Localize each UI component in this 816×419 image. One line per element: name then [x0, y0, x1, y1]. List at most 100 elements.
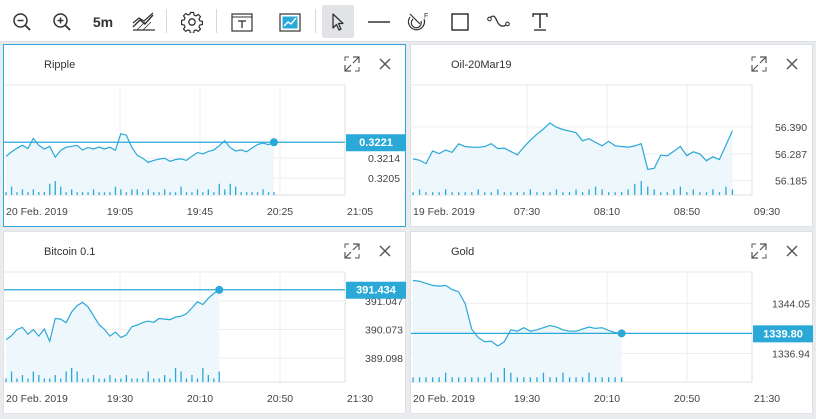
zoom-out-icon[interactable] — [8, 5, 36, 38]
volume-bar — [510, 192, 512, 195]
x-tick-label: 20 Feb. 2019 — [413, 393, 475, 405]
volume-bar — [503, 368, 505, 382]
close-icon[interactable] — [782, 54, 802, 74]
volume-bar — [27, 192, 29, 195]
volume-bar — [549, 377, 551, 382]
volume-bar — [16, 378, 18, 382]
y-tick-label: 0.3214 — [368, 153, 400, 165]
panel-title: Gold — [451, 246, 475, 258]
volume-bar — [425, 377, 427, 382]
volume-bar — [43, 192, 45, 195]
volume-bar — [256, 192, 259, 195]
chart-panel-ripple[interactable]: Ripple 0.3214 0.3205 20 Feb. 2019 19:05 19:4… — [3, 44, 406, 227]
x-tick-label: 08:50 — [674, 206, 700, 218]
volume-bar — [131, 378, 133, 382]
volume-bar — [471, 377, 473, 382]
volume-bar — [608, 192, 610, 195]
chart-image-icon[interactable] — [275, 5, 305, 38]
volume-bar — [235, 186, 237, 195]
close-icon[interactable] — [782, 241, 802, 261]
volume-bar — [180, 186, 182, 195]
volume-bar — [147, 371, 149, 382]
last-price-dot — [269, 138, 278, 147]
chart-panel-oil[interactable]: Oil-20Mar19 56.390 56.287 56.185 19 Feb. 20… — [410, 44, 813, 227]
expand-icon[interactable] — [342, 241, 362, 261]
volume-bar — [164, 189, 166, 195]
close-icon[interactable] — [375, 241, 395, 261]
volume-bar — [71, 368, 73, 382]
price-chart-oil[interactable]: 56.390 56.287 56.185 19 Feb. 2019 07:30 08:10… — [411, 45, 814, 228]
cursor-pointer-icon[interactable] — [322, 5, 354, 38]
volume-bar — [634, 183, 636, 195]
text-frame-icon[interactable] — [227, 5, 257, 38]
y-tick-label: 1344.05 — [772, 298, 810, 310]
volume-bar — [125, 192, 127, 195]
volume-bar — [71, 189, 73, 195]
volume-bar — [458, 192, 460, 195]
volume-bar — [251, 192, 253, 195]
chart-panel-bitcoin[interactable]: Bitcoin 0.1 391.047 390.073 389.098 20 Feb.… — [3, 231, 406, 414]
expand-icon[interactable] — [749, 241, 769, 261]
volume-bar — [32, 371, 34, 382]
volume-bar — [536, 377, 538, 382]
x-tick-label: 19:30 — [514, 393, 540, 405]
price-chart-gold[interactable]: 1344.05 1336.94 20 Feb. 2019 19:30 20:10 20:5… — [411, 232, 814, 415]
x-tick-label: 20:10 — [594, 393, 620, 405]
zoom-in-icon[interactable] — [48, 5, 76, 38]
volume-bar — [712, 189, 714, 195]
volume-bar — [438, 192, 440, 195]
volume-bar — [10, 186, 13, 195]
y-tick-label: 1336.94 — [772, 349, 810, 361]
volume-bar — [418, 189, 421, 195]
volume-bar — [516, 192, 518, 195]
rectangle-icon[interactable] — [446, 5, 474, 38]
y-tick-label: 391.047 — [365, 296, 403, 308]
fibonacci-icon[interactable]: F — [404, 5, 434, 38]
volume-bar — [267, 192, 270, 195]
chart-type-icon[interactable] — [128, 5, 160, 38]
volume-bar — [477, 377, 479, 382]
volume-bar — [529, 377, 531, 382]
volume-bar — [174, 192, 177, 195]
volume-bar — [207, 189, 209, 195]
expand-icon[interactable] — [342, 54, 362, 74]
volume-bar — [136, 189, 138, 195]
volume-bar — [54, 375, 56, 382]
price-chart-bitcoin[interactable]: 391.047 390.073 389.098 20 Feb. 2019 19:30 20… — [4, 232, 407, 415]
volume-bar — [81, 378, 84, 382]
volume-bar — [731, 189, 734, 195]
expand-icon[interactable] — [749, 54, 769, 74]
path-draw-icon[interactable] — [484, 5, 514, 38]
volume-bar — [43, 378, 45, 382]
volume-bar — [120, 189, 122, 195]
horizontal-line-icon[interactable] — [365, 5, 393, 38]
volume-bar — [114, 186, 117, 195]
price-chart-ripple[interactable]: 0.3214 0.3205 20 Feb. 2019 19:05 19:45 20:25 2… — [4, 45, 407, 228]
volume-bar — [103, 378, 106, 382]
chart-panel-gold[interactable]: Gold 1344.05 1336.94 20 Feb. 2019 19:30 20:1… — [410, 231, 813, 414]
chart-toolbar: 5m F — [0, 0, 816, 42]
volume-bar — [60, 186, 62, 195]
volume-bar — [601, 377, 603, 382]
volume-bar — [158, 378, 160, 382]
settings-gear-icon[interactable] — [177, 5, 207, 38]
text-tool-icon[interactable] — [526, 5, 554, 38]
volume-bar — [477, 189, 479, 195]
x-tick-label: 21:30 — [347, 393, 373, 405]
volume-bar — [412, 377, 414, 382]
volume-bar — [213, 192, 215, 195]
volume-bar — [647, 186, 649, 195]
volume-bar — [92, 375, 95, 382]
close-icon[interactable] — [375, 54, 395, 74]
volume-bar — [581, 192, 584, 195]
volume-bar — [87, 192, 89, 195]
volume-bar — [594, 377, 597, 382]
volume-bar — [588, 372, 590, 382]
volume-bar — [536, 192, 538, 195]
volume-bar — [529, 189, 531, 195]
price-line — [412, 279, 622, 347]
volume-bar — [588, 189, 590, 195]
timeframe-label: 5m — [92, 13, 114, 30]
toolbar-divider — [315, 9, 316, 33]
timeframe-button[interactable]: 5m — [88, 5, 118, 38]
